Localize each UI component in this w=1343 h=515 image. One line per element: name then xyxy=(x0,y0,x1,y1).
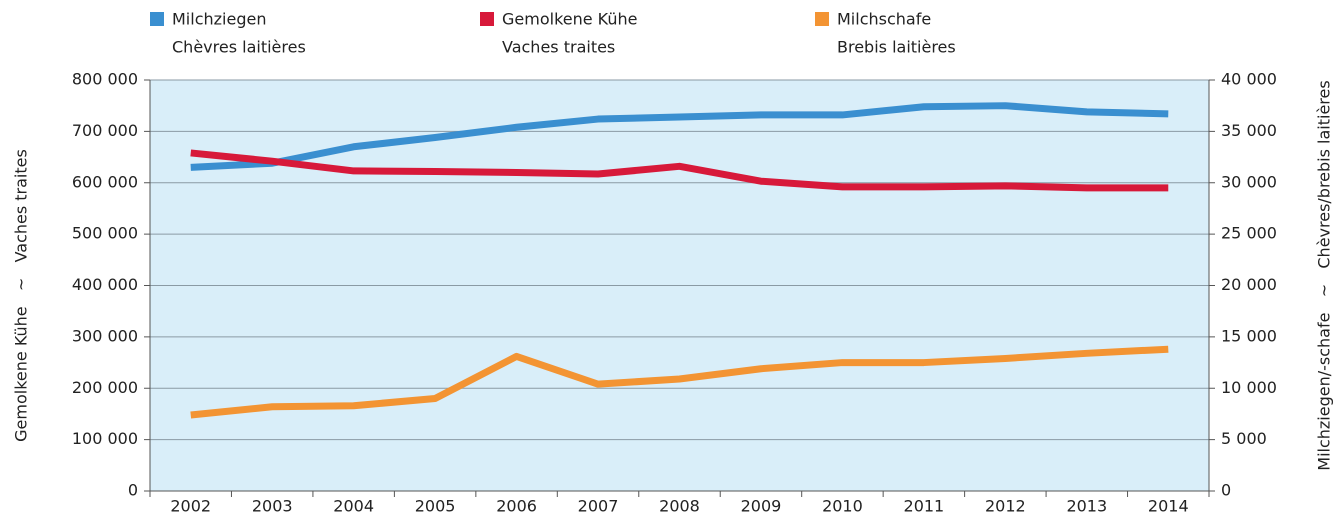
legend-label: Gemolkene Kühe xyxy=(502,10,638,29)
y2-tick-label: 15 000 xyxy=(1221,326,1277,345)
y-tick-label: 0 xyxy=(128,481,138,500)
x-tick-label: 2005 xyxy=(415,497,456,515)
y-tick-label: 200 000 xyxy=(72,378,138,397)
y-tick-label: 400 000 xyxy=(72,275,138,294)
y2-tick-label: 5 000 xyxy=(1221,429,1267,448)
y-tick-label: 800 000 xyxy=(72,70,138,89)
y2-tick-label: 10 000 xyxy=(1221,378,1277,397)
x-tick-label: 2014 xyxy=(1148,497,1189,515)
series-line xyxy=(190,149,1169,192)
x-tick-label: 2004 xyxy=(333,497,374,515)
legend-label: Brebis laitières xyxy=(837,38,956,57)
y2-tick-label: 30 000 xyxy=(1221,172,1277,191)
legend-label: Vaches traites xyxy=(502,38,615,57)
y-tick-label: 500 000 xyxy=(72,224,138,243)
legend-swatch xyxy=(815,12,829,26)
series-line xyxy=(190,102,1169,171)
legend-swatch xyxy=(480,12,494,26)
x-tick-label: 2013 xyxy=(1066,497,1107,515)
x-tick-label: 2012 xyxy=(985,497,1026,515)
x-tick-label: 2010 xyxy=(822,497,863,515)
x-tick-label: 2011 xyxy=(904,497,945,515)
x-tick-label: 2006 xyxy=(496,497,537,515)
y-tick-label: 700 000 xyxy=(72,121,138,140)
y-tick-label: 100 000 xyxy=(72,429,138,448)
y2-axis-label: Milchziegen/-schafe ~ Chèvres/brebis lai… xyxy=(1315,80,1334,470)
y2-tick-label: 35 000 xyxy=(1221,121,1277,140)
y2-tick-label: 0 xyxy=(1221,481,1231,500)
y2-tick-label: 20 000 xyxy=(1221,275,1277,294)
y-tick-label: 300 000 xyxy=(72,326,138,345)
x-tick-label: 2002 xyxy=(170,497,211,515)
legend-label: Chèvres laitières xyxy=(172,38,306,57)
y2-tick-label: 25 000 xyxy=(1221,224,1277,243)
series-line xyxy=(190,345,1169,419)
y-axis-label: Gemolkene Kühe ~ Vaches traites xyxy=(12,149,31,442)
y-tick-label: 600 000 xyxy=(72,172,138,191)
legend-label: Milchziegen xyxy=(172,10,266,29)
x-tick-label: 2003 xyxy=(252,497,293,515)
x-tick-label: 2009 xyxy=(741,497,782,515)
legend-label: Milchschafe xyxy=(837,10,931,29)
y2-tick-label: 40 000 xyxy=(1221,70,1277,89)
x-tick-label: 2007 xyxy=(578,497,619,515)
x-tick-label: 2008 xyxy=(659,497,700,515)
legend-swatch xyxy=(150,12,164,26)
